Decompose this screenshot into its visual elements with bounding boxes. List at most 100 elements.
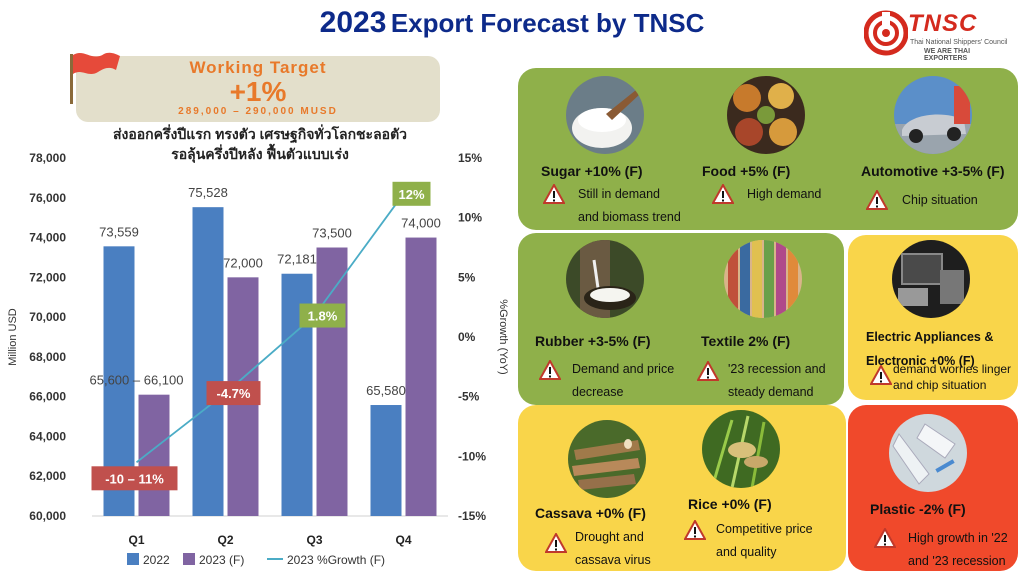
y2-tick-label: 15% bbox=[458, 151, 482, 165]
bar-value-label: 73,500 bbox=[312, 226, 352, 241]
product-name-automotive: Automotive +3-5% (F) bbox=[861, 163, 1005, 179]
warning-triangle-icon bbox=[712, 184, 734, 204]
x-tick-label: Q1 bbox=[128, 533, 144, 547]
product-name-food: Food +5% (F) bbox=[702, 163, 791, 179]
y-tick-label: 60,000 bbox=[29, 509, 66, 523]
bar-value-label: 72,181 bbox=[277, 252, 317, 267]
bar-2023f bbox=[138, 394, 170, 516]
bar-2023f bbox=[316, 247, 348, 516]
x-tick-label: Q2 bbox=[217, 533, 233, 547]
warning-triangle-icon bbox=[684, 520, 706, 540]
bar-value-label: 72,000 bbox=[223, 255, 263, 270]
y2-tick-label: -5% bbox=[458, 390, 480, 404]
x-tick-label: Q4 bbox=[395, 533, 411, 547]
warning-triangle-icon bbox=[697, 361, 719, 381]
bar-2023f bbox=[405, 237, 437, 517]
product-note-rice: Competitive price and quality bbox=[716, 522, 813, 559]
warning-triangle-icon bbox=[543, 184, 565, 204]
growth-label: -10 – 11% bbox=[105, 471, 164, 486]
export-chart: 60,000 62,000 64,000 66,000 68,000 70,000 72,0… bbox=[7, 151, 509, 567]
electric-photo bbox=[892, 240, 970, 318]
tnsc-logo: TNSC Thai National Shippers' Council WE … bbox=[864, 6, 1014, 64]
warning-triangle-icon bbox=[870, 365, 892, 385]
y-tick-label: 78,000 bbox=[29, 151, 66, 165]
panel-yellow-bottom bbox=[518, 405, 846, 571]
growth-label-box bbox=[91, 466, 178, 491]
y-tick-label: 72,000 bbox=[29, 270, 66, 284]
title-text: Export Forecast by TNSC bbox=[390, 8, 705, 38]
growth-label-box bbox=[299, 303, 346, 328]
product-note-plastic: High growth in '22 and '23 recession bbox=[908, 531, 1008, 568]
rubber-photo bbox=[566, 240, 644, 318]
y-tick-label: 62,000 bbox=[29, 469, 66, 483]
product-name-plastic: Plastic -2% (F) bbox=[870, 501, 966, 517]
cassava-photo bbox=[568, 420, 646, 498]
x-tick-label: Q3 bbox=[306, 533, 322, 547]
product-name-electric: Electric Appliances & Electronic +0% (F) bbox=[866, 330, 994, 368]
growth-label: 12% bbox=[398, 187, 424, 202]
sugar-photo bbox=[566, 76, 644, 154]
red-flag-icon bbox=[70, 52, 120, 104]
legend-label: 2023 %Growth (F) bbox=[287, 553, 385, 567]
bar-2022 bbox=[192, 207, 224, 516]
bar-value-label: 65,580 bbox=[366, 383, 406, 398]
thai-caption-line1: ส่งออกครึ่งปีแรก ทรงตัว เศรษฐกิจทั่วโลกช… bbox=[112, 126, 408, 142]
logo-tagline: WE ARE THAI EXPORTERS bbox=[924, 48, 971, 62]
target-value: +1% bbox=[229, 76, 287, 107]
product-name-textile: Textile 2% (F) bbox=[701, 333, 791, 349]
bar-value-label: 73,559 bbox=[99, 224, 139, 239]
target-range: 289,000 – 290,000 MUSD bbox=[178, 106, 338, 117]
tnsc-logo-icon bbox=[864, 10, 908, 56]
y2-tick-label: 5% bbox=[458, 270, 476, 284]
y-tick-label: 64,000 bbox=[29, 429, 66, 443]
growth-label: 1.8% bbox=[308, 309, 338, 324]
y2-tick-label: 10% bbox=[458, 211, 482, 225]
product-note-textile: '23 recession and steady demand bbox=[728, 362, 826, 399]
textile-photo bbox=[724, 240, 802, 318]
product-note-electric: demand worries linger and chip situation bbox=[893, 362, 1012, 392]
product-note-sugar: Still in demand and biomass trend bbox=[578, 187, 681, 224]
growth-label-box bbox=[392, 181, 431, 206]
page-title: 2023 Export Forecast by TNSC bbox=[0, 6, 1024, 40]
y-axis-title: Million USD bbox=[7, 308, 19, 366]
food-photo bbox=[727, 76, 805, 154]
product-name-rubber: Rubber +3-5% (F) bbox=[535, 333, 651, 349]
legend-swatch bbox=[127, 553, 139, 565]
warning-triangle-icon bbox=[866, 190, 888, 210]
growth-line bbox=[135, 193, 405, 464]
growth-label-box bbox=[206, 381, 261, 406]
y-tick-label: 66,000 bbox=[29, 390, 66, 404]
logo-word: TNSC bbox=[908, 10, 978, 37]
product-name-sugar: Sugar +10% (F) bbox=[541, 163, 643, 179]
y-tick-label: 68,000 bbox=[29, 350, 66, 364]
automotive-photo bbox=[894, 76, 972, 154]
y2-tick-label: 0% bbox=[458, 330, 476, 344]
y2-tick-label: -10% bbox=[458, 449, 486, 463]
rice-photo bbox=[702, 410, 780, 488]
growth-label: -4.7% bbox=[217, 386, 251, 401]
y-tick-label: 70,000 bbox=[29, 310, 66, 324]
legend-label: 2023 (F) bbox=[199, 553, 244, 567]
legend-label: 2022 bbox=[143, 553, 170, 567]
logo-subtitle: Thai National Shippers' Council bbox=[910, 39, 1008, 46]
product-note-food: High demand bbox=[747, 187, 822, 201]
product-note-automotive: Chip situation bbox=[902, 193, 978, 207]
target-heading: Working Target bbox=[189, 58, 327, 77]
bar-value-label: 74,000 bbox=[401, 216, 441, 231]
y-tick-label: 74,000 bbox=[29, 231, 66, 245]
title-year: 2023 bbox=[319, 6, 387, 39]
y2-tick-label: -15% bbox=[458, 509, 486, 523]
warning-triangle-icon bbox=[874, 528, 896, 548]
y2-axis-title: %Growth (YoY) bbox=[497, 299, 509, 374]
thai-caption-line2: รอลุ้นครึ่งปีหลัง ฟื้นตัวแบบเร่ง bbox=[171, 146, 349, 162]
working-target-box: Working Target +1% 289,000 – 290,000 MUS… bbox=[76, 56, 440, 122]
warning-triangle-icon bbox=[545, 533, 567, 553]
product-name-rice: Rice +0% (F) bbox=[688, 496, 772, 512]
bar-value-label: 65,600 – 66,100 bbox=[90, 373, 184, 388]
y-tick-label: 76,000 bbox=[29, 191, 66, 205]
legend-swatch bbox=[183, 553, 195, 565]
plastic-photo bbox=[889, 414, 967, 492]
product-name-cassava: Cassava +0% (F) bbox=[535, 505, 646, 521]
product-note-cassava: Drought and cassava virus bbox=[575, 530, 651, 567]
bar-2022 bbox=[370, 405, 402, 516]
